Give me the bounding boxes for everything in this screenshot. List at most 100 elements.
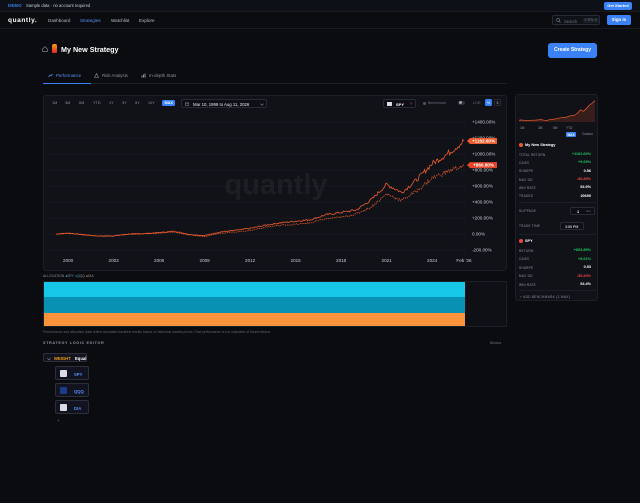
tab-performance[interactable]: Performance xyxy=(56,73,82,78)
blocks-button[interactable]: Blocks xyxy=(490,341,502,345)
x-tick-label: Feb '26 xyxy=(456,258,472,263)
nav-dashboard[interactable]: Dashboard xyxy=(48,18,71,23)
range-3y[interactable]: 3Y xyxy=(122,101,127,105)
allocation-band-dia xyxy=(44,312,465,326)
range-max[interactable]: MAX xyxy=(162,100,176,106)
home-icon[interactable] xyxy=(42,46,48,52)
legend-spy: SPY xyxy=(67,274,74,278)
performance-chart[interactable]: quantly +1400.00%+1200.00%+1000.00%+800.… xyxy=(44,110,507,271)
stat-label: TOTAL RETURN xyxy=(519,152,546,157)
stat-label: MAX DD xyxy=(519,177,533,182)
divider xyxy=(519,202,596,203)
y-tick-label: +200.00% xyxy=(472,216,493,221)
allocation-band-qqq xyxy=(44,297,465,313)
side-range-max[interactable]: MAX xyxy=(566,132,577,137)
dollar-mode-button[interactable]: $ xyxy=(494,99,501,106)
nav-strategies[interactable]: Strategies xyxy=(80,18,101,23)
search-shortcut: CTRL K xyxy=(583,17,599,23)
allocation-band-spy xyxy=(44,282,465,298)
stat-label: CAGR xyxy=(519,257,530,262)
benchmark-ticker: SPY xyxy=(396,101,405,107)
x-tick-label: 2009 xyxy=(200,258,211,263)
add-block-button[interactable]: + xyxy=(57,418,60,423)
side-range-3m[interactable]: 3M xyxy=(538,126,543,130)
x-axis: 2000 2003 2006 2009 2012 2015 2018 2021 2024 Feb … xyxy=(63,258,472,263)
stats-icon xyxy=(141,73,146,78)
side-range-6m[interactable]: 6M xyxy=(553,126,558,130)
x-tick-label: 2024 xyxy=(427,258,438,263)
stat-label: WIN RATE xyxy=(519,185,536,190)
nav-explore[interactable]: Explore xyxy=(139,18,155,23)
series-line-spy[interactable] xyxy=(55,164,465,237)
allocation-chart[interactable] xyxy=(43,281,507,327)
benchmark-dot-icon xyxy=(423,101,426,105)
strategy-dot-icon xyxy=(519,143,523,147)
dia-icon xyxy=(60,404,67,411)
strategy-flame-icon xyxy=(52,44,57,53)
benchmark-selector[interactable]: SPY × xyxy=(383,98,416,108)
range-1y[interactable]: 1Y xyxy=(109,101,114,105)
nav-watchlist[interactable]: Watchlist xyxy=(111,18,130,23)
slippage-label: SLIPPAGE xyxy=(519,209,537,213)
strategy-logic-editor-title: STRATEGY LOGIC EDITOR xyxy=(43,341,105,345)
qqq-icon xyxy=(60,387,67,394)
range-3m[interactable]: 3M xyxy=(65,101,71,105)
chevron-down-icon xyxy=(260,103,264,106)
weight-label: WEIGHT xyxy=(54,356,71,362)
asset-node-dia[interactable]: DIA xyxy=(55,400,89,414)
strategy-title[interactable]: My New Strategy xyxy=(61,45,119,54)
x-tick-label: 2003 xyxy=(109,258,120,263)
demo-tag: DEMO xyxy=(8,3,22,8)
performance-chart-icon xyxy=(48,73,53,78)
log-scale-toggle[interactable] xyxy=(458,100,465,105)
mini-performance-chart xyxy=(518,100,596,122)
range-1m[interactable]: 1M xyxy=(52,101,58,105)
mini-area xyxy=(519,100,595,122)
allocation-legend: ALLOCATION ●SPY ●QQQ ●DIA xyxy=(43,274,94,278)
stat-label: TRADES xyxy=(519,194,534,199)
weight-value[interactable]: Equal xyxy=(75,356,87,362)
asset-ticker: SPY xyxy=(74,371,83,377)
stat-label: WIN RATE xyxy=(519,282,536,287)
chart-watermark: quantly xyxy=(224,169,327,201)
x-tick-label: 2015 xyxy=(291,258,302,263)
asset-node-qqq[interactable]: QQQ xyxy=(55,383,89,397)
remove-benchmark-icon[interactable]: × xyxy=(410,101,413,107)
date-range-picker[interactable]: Mar 10, 1999 to Aug 11, 2026 xyxy=(181,98,267,108)
end-label: +860.80% xyxy=(473,163,494,168)
sign-in-button[interactable]: Sign In xyxy=(607,15,631,25)
add-benchmark-button[interactable]: + ADD BENCHMARK (2 MAX) xyxy=(520,295,571,299)
y-tick-label: +400.00% xyxy=(472,200,493,205)
x-tick-label: 2018 xyxy=(336,258,347,263)
tab-in-depth-stats[interactable]: In-depth Stats xyxy=(149,73,177,78)
side-range-ytd[interactable]: YTD xyxy=(566,126,573,130)
y-tick-label: +800.00% xyxy=(472,168,493,173)
date-range-text: Mar 10, 1999 to Aug 11, 2026 xyxy=(193,101,250,107)
weight-node[interactable]: WEIGHT Equal xyxy=(43,353,87,362)
risk-icon xyxy=(94,73,99,78)
asset-node-spy[interactable]: SPY xyxy=(55,366,89,380)
collapse-chevron-icon[interactable] xyxy=(47,357,51,361)
chart-grid xyxy=(48,116,466,256)
performance-chart-panel: 1M 3M 6M YTD 1Y 3Y 5Y 10Y MAX Mar 10, 19… xyxy=(43,95,507,271)
create-strategy-button[interactable]: Create Strategy xyxy=(548,43,597,58)
search-input[interactable]: Search CTRL K xyxy=(552,15,600,25)
percent-mode-button[interactable]: % xyxy=(485,99,492,106)
y-tick-label: -200.00% xyxy=(472,248,492,253)
side-range-custom[interactable]: Custom xyxy=(582,132,593,136)
stat-value: -56.89% xyxy=(576,176,591,181)
range-6m[interactable]: 6M xyxy=(79,101,85,105)
stats-sidebar: 1M 3M 6M YTD MAX Custom My New Strategy … xyxy=(515,94,598,301)
y-tick-label: +1400.00% xyxy=(472,120,495,125)
side-range-1m[interactable]: 1M xyxy=(520,126,525,130)
range-10y[interactable]: 10Y xyxy=(148,101,155,105)
range-ytd[interactable]: YTD xyxy=(93,101,101,105)
logo[interactable]: quantly. xyxy=(8,17,38,24)
range-5y[interactable]: 5Y xyxy=(135,101,140,105)
trade-time-input[interactable]: 3:59 PM xyxy=(560,222,584,230)
disclaimer: Performance and allocation data reflect … xyxy=(43,330,272,334)
slippage-input[interactable]: 1 xyxy=(570,207,595,215)
divider xyxy=(519,290,596,291)
tab-risk-analysis[interactable]: Risk Analysis xyxy=(102,73,128,78)
get-started-button[interactable]: Get Started xyxy=(604,2,632,10)
